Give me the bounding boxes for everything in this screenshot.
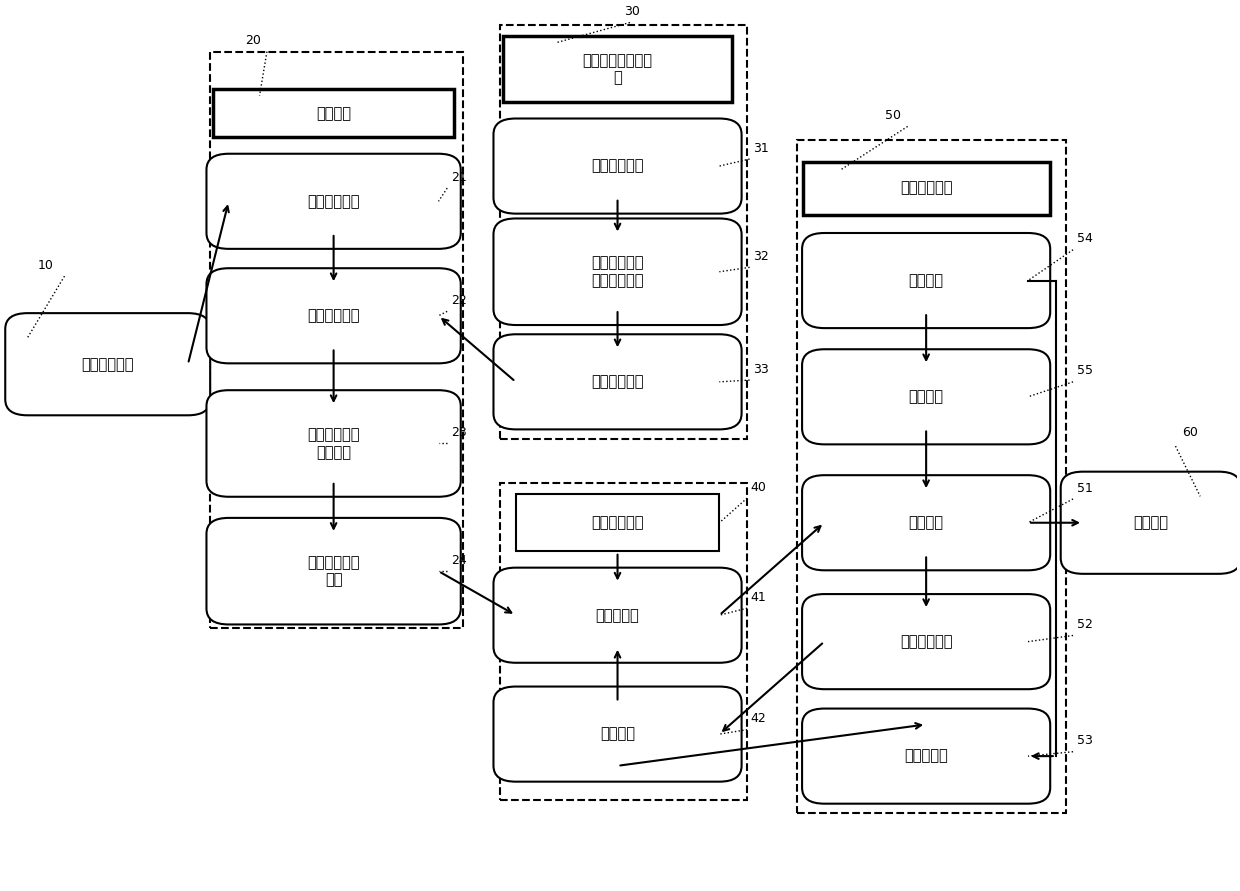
Text: 23: 23 [451,426,466,439]
Text: 22: 22 [451,294,466,307]
Bar [210,52,464,628]
Text: 24: 24 [451,554,466,567]
FancyBboxPatch shape [802,233,1050,328]
FancyBboxPatch shape [802,708,1050,804]
Text: 52: 52 [1076,618,1092,631]
Text: 31: 31 [754,142,769,155]
Text: 阻抗调节器: 阻抗调节器 [595,608,640,623]
Bar [516,495,719,552]
Text: 20: 20 [244,34,260,47]
FancyBboxPatch shape [494,568,742,663]
Bar [500,483,748,800]
Text: 55: 55 [1076,364,1092,378]
FancyBboxPatch shape [802,475,1050,570]
Text: 阻抗测量模块: 阻抗测量模块 [900,634,952,650]
Text: 40: 40 [751,480,766,494]
Bar [500,25,748,439]
Text: 42: 42 [751,712,766,725]
Bar [503,37,732,102]
Text: 32: 32 [754,250,769,263]
FancyBboxPatch shape [494,687,742,781]
FancyBboxPatch shape [494,218,742,325]
FancyBboxPatch shape [207,518,461,625]
Text: 阻抗控制策略
单元: 阻抗控制策略 单元 [308,555,360,587]
FancyBboxPatch shape [207,390,461,497]
Bar [796,140,1065,813]
Text: 53: 53 [1076,734,1092,748]
Text: 放电回路: 放电回路 [909,515,944,530]
Text: 10: 10 [37,258,53,272]
FancyBboxPatch shape [1060,471,1240,574]
Text: 51: 51 [1076,481,1092,495]
Text: 数据转换单元: 数据转换单元 [308,194,360,208]
Text: 21: 21 [451,171,466,184]
Text: 反馈单元: 反馈单元 [600,726,635,741]
Text: 充电回路: 充电回路 [909,389,944,405]
Text: 电源模块: 电源模块 [909,273,944,288]
Text: 41: 41 [751,591,766,604]
Text: 飞机雷击仿真模型
库: 飞机雷击仿真模型 库 [583,53,652,86]
Text: 专家系统: 专家系统 [316,106,351,120]
Text: 数据存储单元: 数据存储单元 [591,374,644,389]
Text: 控制处理单元: 控制处理单元 [591,515,644,530]
Text: 受测飞机: 受测飞机 [1133,515,1168,530]
Text: 33: 33 [754,363,769,376]
Text: 50: 50 [885,109,901,122]
FancyBboxPatch shape [207,268,461,364]
Bar [802,161,1049,215]
FancyBboxPatch shape [802,594,1050,690]
Bar [213,89,454,137]
Text: 信息输入单元: 信息输入单元 [82,356,134,372]
Text: 54: 54 [1076,233,1092,245]
FancyBboxPatch shape [207,154,461,249]
Text: 60: 60 [1182,426,1198,439]
Text: 电磁仿真模块: 电磁仿真模块 [591,159,644,174]
Text: 雷击瞬态阻抗
特性分析模块: 雷击瞬态阻抗 特性分析模块 [591,256,644,288]
FancyBboxPatch shape [5,313,210,415]
Text: 匹配处理单元: 匹配处理单元 [308,308,360,323]
Text: 开关控制器: 开关控制器 [904,748,949,764]
FancyBboxPatch shape [494,119,742,214]
FancyBboxPatch shape [802,349,1050,445]
Text: 雷电流发生器: 雷电流发生器 [900,181,952,196]
FancyBboxPatch shape [494,334,742,429]
Text: 放电回路阻抗
分析单元: 放电回路阻抗 分析单元 [308,428,360,460]
Text: 30: 30 [624,5,640,18]
